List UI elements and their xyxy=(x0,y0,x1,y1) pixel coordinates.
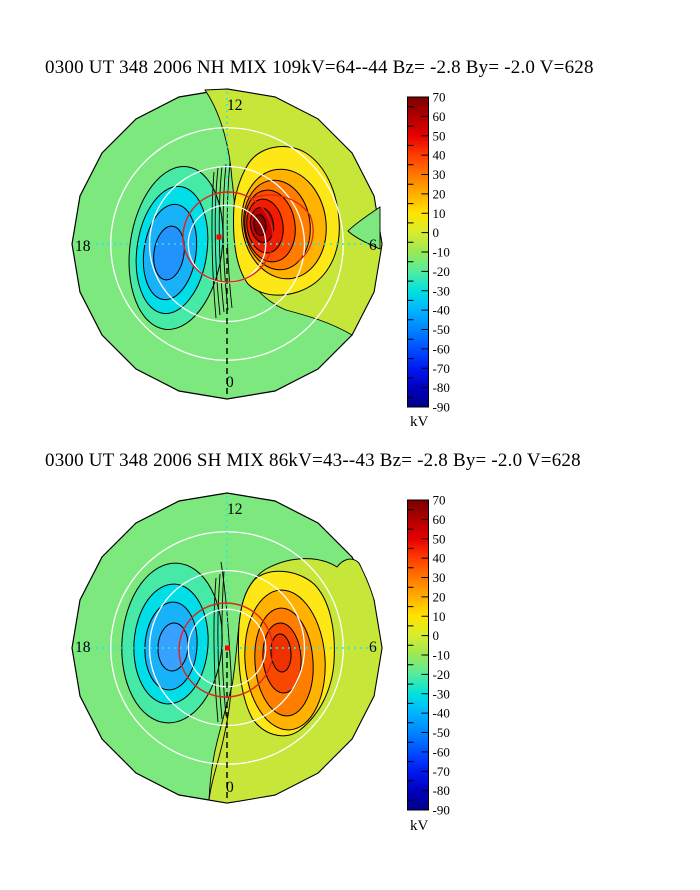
sh-mlt-label-0: 0 xyxy=(226,779,234,796)
colorbar-tick: -50 xyxy=(433,322,450,337)
nh-negative-core xyxy=(153,225,185,281)
colorbar-tick: -90 xyxy=(433,400,450,415)
sh-positive-core xyxy=(270,633,292,673)
nh-colorbar: 70 60 50 40 30 20 10 0 -10 -20 -30 -40 -… xyxy=(407,90,450,430)
nh-colorbar-left-ticks xyxy=(407,106,414,398)
colorbar-tick: 30 xyxy=(433,167,446,182)
sh-plot: 12 18 6 0 xyxy=(71,492,383,804)
colorbar-tick: 0 xyxy=(433,225,440,240)
sh-colorbar-tick-labels: 70 60 50 40 30 20 10 0 -10 -20 -30 -40 -… xyxy=(433,493,450,818)
sh-colorbar-left-ticks xyxy=(407,509,414,801)
sh-ocb-red-circle xyxy=(178,602,274,698)
colorbar-tick: 20 xyxy=(433,589,446,604)
sh-mlt-label-6: 6 xyxy=(369,639,377,656)
colorbar-tick: -30 xyxy=(433,686,450,701)
colorbar-tick: -10 xyxy=(433,648,450,663)
nh-colorbar-right-ticks xyxy=(421,96,429,408)
nh-mlt-label-18: 18 xyxy=(75,238,91,255)
colorbar-tick: 70 xyxy=(433,493,446,508)
nh-dawn-notch-contour xyxy=(347,206,381,250)
colorbar-tick: -10 xyxy=(433,245,450,260)
nh-ocb-red-circle xyxy=(182,191,274,283)
colorbar-tick: 10 xyxy=(433,206,446,221)
colorbar-tick: 40 xyxy=(433,148,446,163)
sh-colorbar-right-ticks xyxy=(421,499,429,811)
colorbar-tick: -70 xyxy=(433,361,450,376)
nh-dayside-meridians xyxy=(78,92,378,245)
nh-ocb-red-branch xyxy=(250,194,314,263)
colorbar-tick: 70 xyxy=(433,90,446,105)
nh-title: 0300 UT 348 2006 NH MIX 109kV=64--44 Bz=… xyxy=(45,57,594,78)
nh-colorbar-unit: kV xyxy=(410,414,429,430)
nh-pole-marker xyxy=(216,234,222,240)
colorbar-tick: 10 xyxy=(433,609,446,624)
colorbar-tick: -20 xyxy=(433,667,450,682)
nh-mlt-label-12: 12 xyxy=(227,97,243,114)
colorbar-tick: -50 xyxy=(433,725,450,740)
nh-colorbar-tick-labels: 70 60 50 40 30 20 10 0 -10 -20 -30 -40 -… xyxy=(433,90,450,415)
sh-colorbar: 70 60 50 40 30 20 10 0 -10 -20 -30 -40 -… xyxy=(407,493,450,834)
colorbar-tick: -60 xyxy=(433,744,450,759)
colorbar-tick: 50 xyxy=(433,128,446,143)
colorbar-tick: 60 xyxy=(433,512,446,527)
colorbar-tick: -40 xyxy=(433,706,450,721)
nh-mlt-label-0: 0 xyxy=(226,374,234,391)
colorbar-tick: -80 xyxy=(433,380,450,395)
colorbar-tick: 30 xyxy=(433,570,446,585)
sh-pole-marker xyxy=(225,645,230,651)
sh-title: 0300 UT 348 2006 SH MIX 86kV=43--43 Bz= … xyxy=(45,450,581,471)
colorbar-tick: 40 xyxy=(433,551,446,566)
sh-throat-contours xyxy=(208,561,232,801)
colorbar-tick: -70 xyxy=(433,764,450,779)
nh-mlt-label-6: 6 xyxy=(369,237,377,254)
sh-colorbar-unit: kV xyxy=(410,818,429,834)
colorbar-tick: -30 xyxy=(433,283,450,298)
colorbar-tick: 60 xyxy=(433,109,446,124)
colorbar-tick: -20 xyxy=(433,264,450,279)
colorbar-tick: -60 xyxy=(433,341,450,356)
colorbar-tick: -80 xyxy=(433,783,450,798)
colorbar-tick: -90 xyxy=(433,803,450,818)
sh-mlt-label-12: 12 xyxy=(227,501,243,518)
nh-plot: 12 18 6 0 xyxy=(71,88,383,400)
sh-mlt-label-18: 18 xyxy=(75,639,91,656)
colorbar-tick: 20 xyxy=(433,186,446,201)
colorbar-tick: -40 xyxy=(433,303,450,318)
colorbar-tick: 0 xyxy=(433,628,440,643)
colorbar-tick: 50 xyxy=(433,531,446,546)
